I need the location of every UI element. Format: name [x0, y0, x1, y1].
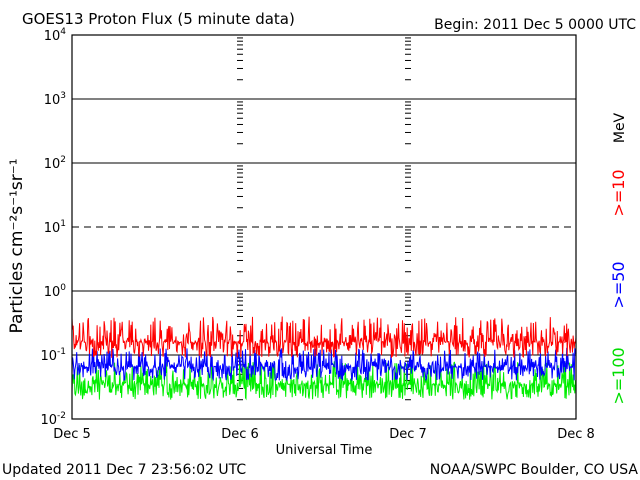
credit-label: NOAA/SWPC Boulder, CO USA: [430, 462, 639, 478]
x-axis-label: Universal Time: [276, 443, 373, 458]
legend-entry-10: >=10: [609, 169, 628, 216]
y-tick-label: 104: [44, 27, 67, 44]
series-legend: MeV >=10 >=50 >=100: [609, 112, 628, 404]
x-tick-label: Dec 6: [221, 427, 259, 442]
begin-label: Begin: 2011 Dec 5 0000 UTC: [434, 17, 636, 33]
y-tick-label: 10-2: [40, 411, 66, 428]
y-tick-label: 100: [44, 283, 67, 300]
gridlines: [72, 98, 576, 356]
x-tick-labels: Dec 5 Dec 6 Dec 7 Dec 8: [53, 427, 595, 442]
legend-unit: MeV: [612, 112, 628, 143]
y-tick-label: 102: [44, 155, 66, 172]
plot-frame: [71, 34, 577, 420]
series-line: [71, 347, 577, 382]
updated-timestamp: Updated 2011 Dec 7 23:56:02 UTC: [2, 462, 246, 478]
series-line: [71, 316, 577, 358]
y-tick-label: 103: [44, 91, 66, 108]
y-tick-label: 101: [44, 219, 66, 236]
x-tick-label: Dec 7: [389, 427, 427, 442]
data-series: [71, 316, 577, 401]
chart-title: GOES13 Proton Flux (5 minute data): [22, 10, 295, 28]
legend-entry-100: >=100: [609, 347, 628, 404]
x-tick-label: Dec 5: [53, 427, 91, 442]
legend-entry-50: >=50: [609, 261, 628, 308]
x-tick-label: Dec 8: [557, 427, 595, 442]
y-axis-label: Particles cm⁻²s⁻¹sr⁻¹: [7, 158, 27, 333]
y-tick-labels: 104 103 102 101 100 10-1 10-2: [40, 27, 66, 428]
series-line: [71, 361, 577, 401]
y-tick-label: 10-1: [40, 347, 66, 364]
